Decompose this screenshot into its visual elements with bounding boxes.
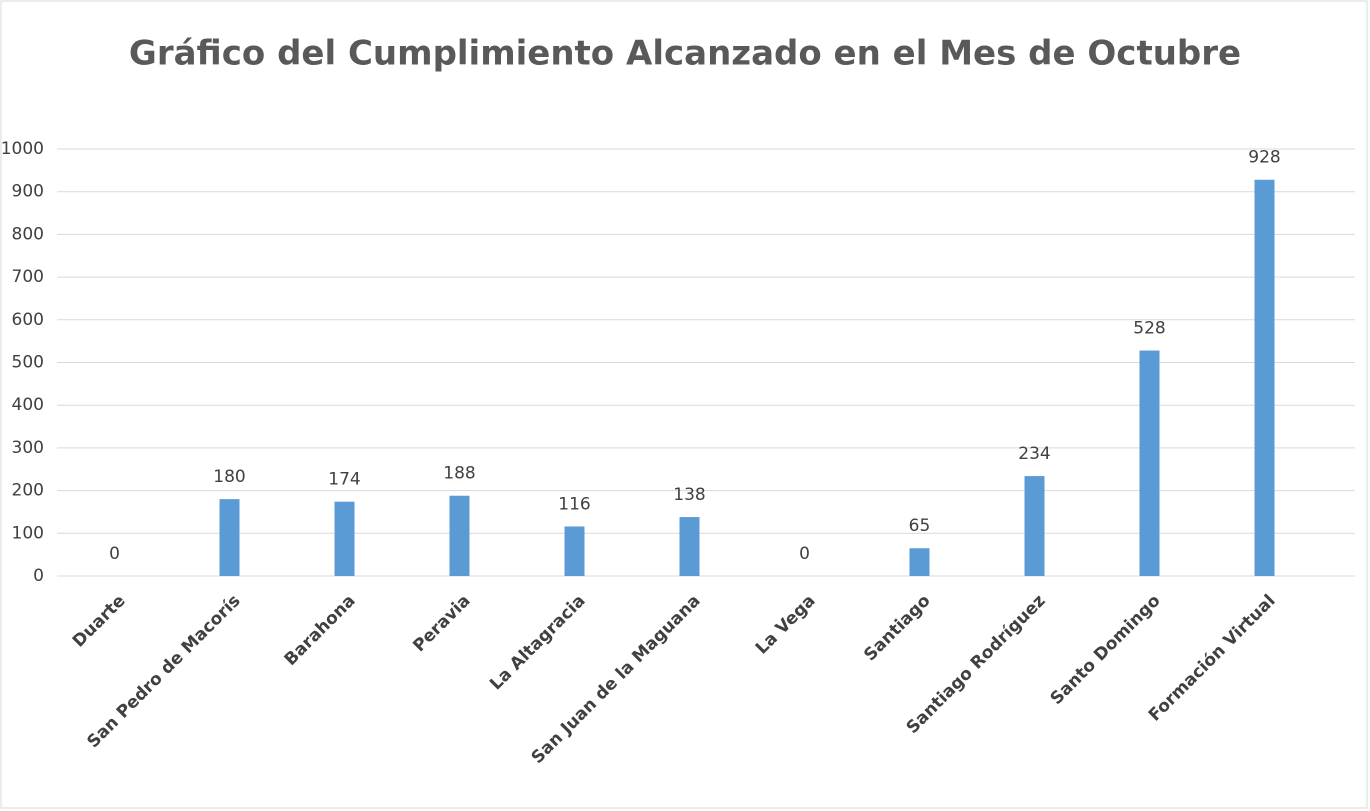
y-tick-label: 700 [12, 267, 44, 287]
y-tick-label: 500 [12, 353, 44, 373]
y-tick-label: 1000 [1, 139, 44, 159]
y-tick-label: 800 [12, 224, 44, 244]
chart-title: Gráfico del Cumplimiento Alcanzado en el… [129, 34, 1241, 74]
bar [219, 499, 240, 576]
y-tick-label: 900 [12, 182, 44, 202]
y-tick-label: 600 [12, 310, 44, 330]
value-label: 188 [443, 464, 475, 484]
bar [1139, 350, 1160, 576]
bar [679, 517, 700, 576]
value-label: 138 [673, 485, 705, 505]
value-label: 0 [109, 544, 120, 564]
value-label: 174 [328, 470, 360, 490]
value-label: 234 [1018, 444, 1050, 464]
value-label: 180 [213, 467, 245, 487]
y-tick-label: 300 [12, 438, 44, 458]
bar [564, 526, 585, 576]
bar [1024, 476, 1045, 576]
y-tick-label: 200 [12, 481, 44, 501]
value-label: 528 [1133, 319, 1165, 339]
bar [909, 548, 930, 576]
y-tick-label: 400 [12, 395, 44, 415]
bar [334, 501, 355, 576]
bar [1254, 179, 1275, 576]
value-label: 65 [909, 516, 931, 536]
value-label: 0 [799, 544, 810, 564]
y-tick-label: 0 [33, 566, 44, 586]
value-label: 116 [558, 494, 590, 514]
value-label: 928 [1248, 148, 1280, 168]
bar [449, 495, 470, 576]
y-tick-label: 100 [12, 523, 44, 543]
